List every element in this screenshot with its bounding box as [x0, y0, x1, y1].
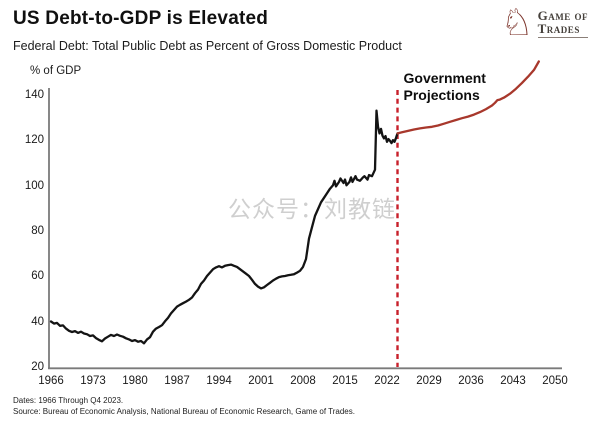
y-tick-label: 20: [31, 361, 44, 373]
x-tick-label: 2015: [332, 375, 358, 387]
government-projections-annotation: Government Projections: [403, 70, 486, 103]
y-tick-label: 140: [24, 89, 44, 101]
x-tick-label: 1994: [206, 375, 232, 387]
x-tick-label: 1966: [38, 375, 64, 387]
chart-subtitle: Federal Debt: Total Public Debt as Perce…: [13, 39, 402, 53]
x-tick-label: 2008: [290, 375, 316, 387]
chess-knight-icon: ♘: [500, 1, 534, 44]
y-tick-label: 40: [31, 315, 44, 328]
brand-line-1: Game of: [537, 7, 588, 23]
y-tick-label: 60: [31, 270, 44, 283]
chart-footnotes: Dates: 1966 Through Q4 2023. Source: Bur…: [13, 396, 355, 417]
watermark-text: 公众号：刘教链: [228, 197, 396, 223]
x-tick-label: 2050: [542, 375, 568, 387]
footnote-dates: Dates: 1966 Through Q4 2023.: [13, 396, 124, 405]
x-tick-label: 2043: [500, 375, 526, 387]
footnote-source: Source: Bureau of Economic Analysis, Nat…: [13, 406, 355, 416]
y-tick-label: 100: [24, 179, 44, 192]
historical-series-line: [49, 109, 399, 345]
page-title: US Debt-to-GDP is Elevated: [13, 8, 269, 29]
y-tick-label: 120: [24, 134, 44, 147]
x-tick-label: 2036: [458, 375, 484, 387]
brand-name: Game of Trades: [537, 7, 588, 38]
x-tick-label: 2001: [248, 375, 274, 387]
y-tick-label: 80: [31, 225, 44, 237]
brand-line-2: Trades: [537, 20, 580, 36]
x-tick-label: 1980: [122, 375, 148, 387]
x-tick-label: 2029: [416, 375, 442, 387]
brand-logo: ♘ Game of Trades: [500, 4, 588, 42]
x-tick-label: 1973: [80, 375, 106, 387]
x-tick-label: 1987: [164, 375, 190, 387]
projection-series-line: [396, 60, 540, 135]
y-axis-title: % of GDP: [30, 65, 82, 77]
x-tick-label: 2022: [374, 375, 400, 387]
